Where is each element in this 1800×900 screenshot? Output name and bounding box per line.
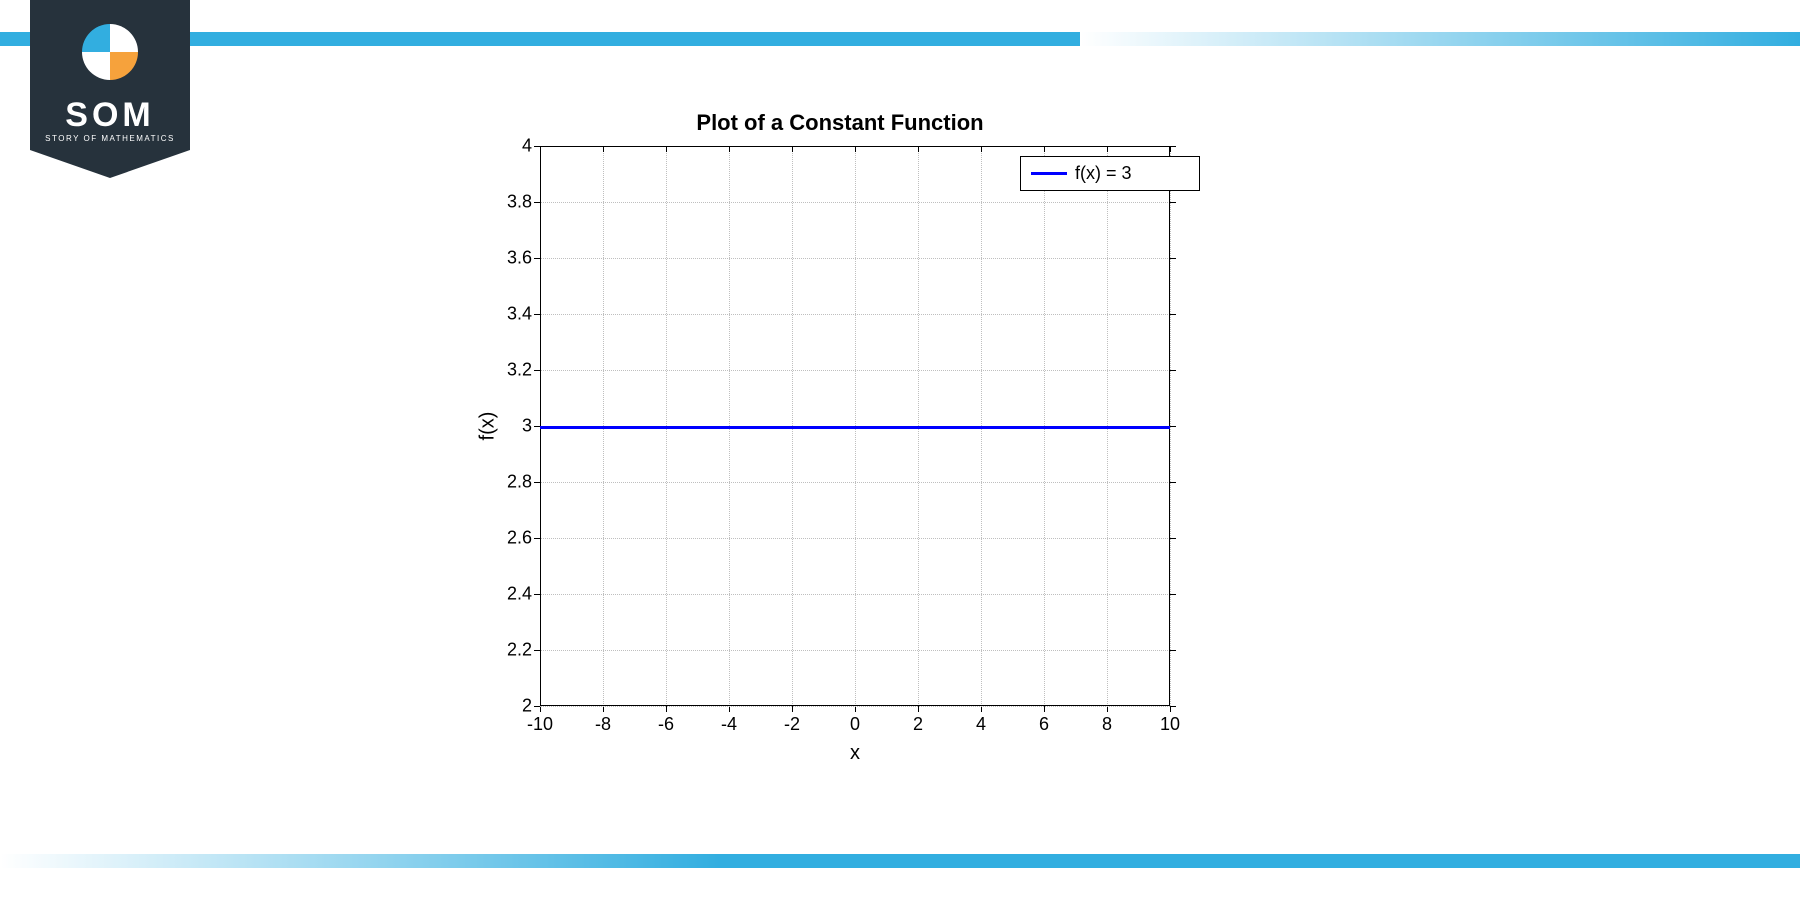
- logo-badge-svg: [30, 0, 190, 180]
- x-tick-label: 10: [1160, 714, 1180, 735]
- x-tick-label: 4: [976, 714, 986, 735]
- x-axis-label: x: [850, 742, 860, 765]
- y-tick: [534, 538, 540, 539]
- y-tick-right: [1170, 706, 1176, 707]
- logo-badge: SOM STORY OF MATHEMATICS: [30, 0, 190, 180]
- y-tick-right: [1170, 146, 1176, 147]
- y-tick-label: 3.4: [496, 304, 532, 325]
- x-tick-label: -10: [527, 714, 553, 735]
- grid-line-horizontal: [540, 538, 1170, 539]
- grid-line-horizontal: [540, 202, 1170, 203]
- x-tick-label: 2: [913, 714, 923, 735]
- y-tick-right: [1170, 370, 1176, 371]
- grid-line-horizontal: [540, 706, 1170, 707]
- y-tick-right: [1170, 202, 1176, 203]
- x-tick-label: 6: [1039, 714, 1049, 735]
- y-tick-label: 3.2: [496, 360, 532, 381]
- y-axis-label: f(x): [477, 412, 500, 441]
- top-bar-gradient: [1080, 32, 1800, 46]
- y-tick-right: [1170, 594, 1176, 595]
- y-tick-label: 3: [496, 416, 532, 437]
- x-tick-label: -6: [658, 714, 674, 735]
- x-tick-label: 8: [1102, 714, 1112, 735]
- logo-sub-text: STORY OF MATHEMATICS: [30, 134, 190, 143]
- y-tick-label: 2.2: [496, 640, 532, 661]
- y-tick-label: 2: [496, 696, 532, 717]
- x-tick-label: -4: [721, 714, 737, 735]
- y-tick: [534, 202, 540, 203]
- grid-line-horizontal: [540, 314, 1170, 315]
- series-line: [540, 426, 1170, 429]
- y-tick-right: [1170, 258, 1176, 259]
- y-tick-label: 4: [496, 136, 532, 157]
- bottom-accent-bar: [0, 854, 1800, 868]
- y-tick: [534, 146, 540, 147]
- y-tick-right: [1170, 538, 1176, 539]
- y-tick-right: [1170, 482, 1176, 483]
- y-tick-label: 3.8: [496, 192, 532, 213]
- y-tick-label: 2.8: [496, 472, 532, 493]
- y-tick: [534, 594, 540, 595]
- legend-swatch: [1031, 172, 1067, 175]
- legend-label: f(x) = 3: [1075, 163, 1132, 184]
- x-tick-label: -8: [595, 714, 611, 735]
- legend: f(x) = 3: [1020, 156, 1200, 191]
- grid-line-horizontal: [540, 650, 1170, 651]
- top-accent-bar: [0, 32, 1800, 46]
- y-tick: [534, 258, 540, 259]
- y-tick-label: 3.6: [496, 248, 532, 269]
- grid-line-horizontal: [540, 146, 1170, 147]
- y-tick: [534, 314, 540, 315]
- bottom-bar-gradient: [0, 854, 720, 868]
- grid-line-horizontal: [540, 594, 1170, 595]
- y-tick: [534, 482, 540, 483]
- y-tick-label: 2.4: [496, 584, 532, 605]
- grid-line-horizontal: [540, 370, 1170, 371]
- chart-title: Plot of a Constant Function: [480, 110, 1200, 136]
- logo-main-text: SOM: [30, 96, 190, 135]
- y-tick-right: [1170, 426, 1176, 427]
- y-tick: [534, 706, 540, 707]
- x-tick-label: -2: [784, 714, 800, 735]
- plot-box: -10 -8 -6 -4 -2 0 2 4 6 8 10 2 2.2 2.4 2.6 2.8 3 3.2 3.4 3.…: [480, 142, 1200, 786]
- bottom-bar-solid: [720, 854, 1800, 868]
- grid-line-horizontal: [540, 482, 1170, 483]
- y-tick-right: [1170, 650, 1176, 651]
- y-tick: [534, 650, 540, 651]
- x-tick-label: 0: [850, 714, 860, 735]
- y-tick-right: [1170, 314, 1176, 315]
- grid-line-horizontal: [540, 258, 1170, 259]
- y-tick: [534, 370, 540, 371]
- chart-container: Plot of a Constant Function -10 -8 -6 -4 -2 0…: [480, 110, 1200, 790]
- y-tick-label: 2.6: [496, 528, 532, 549]
